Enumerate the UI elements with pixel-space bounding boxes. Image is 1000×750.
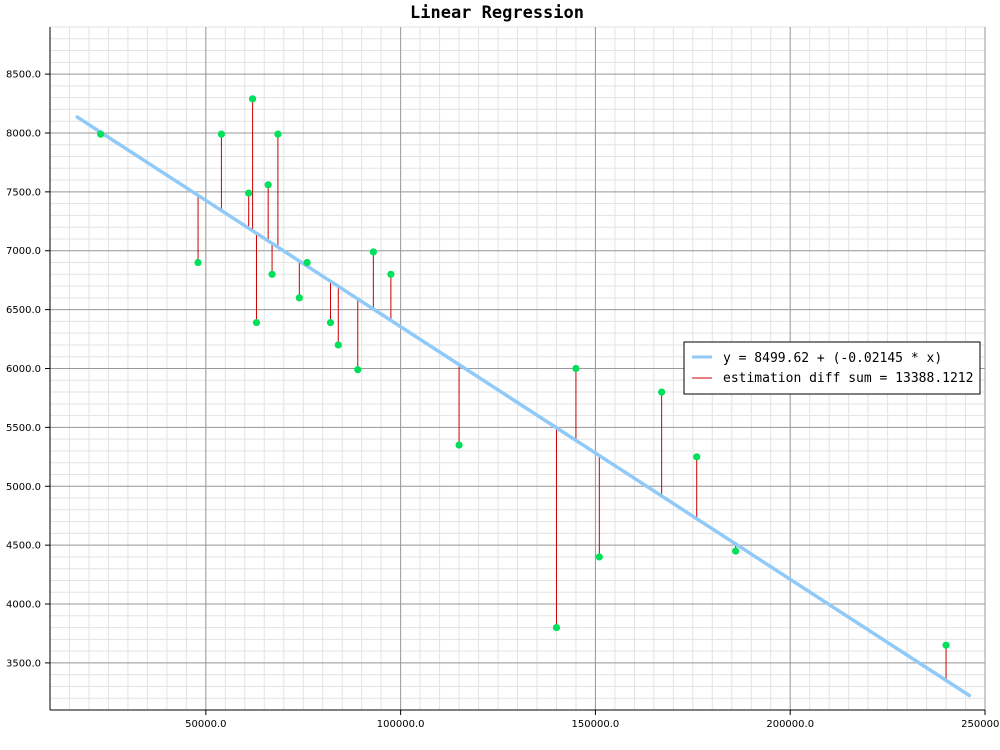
x-tick-label: 250000.0 [961, 719, 1000, 730]
data-point [248, 95, 257, 103]
y-tick-label: 3500.0 [6, 658, 41, 669]
data-point [252, 318, 261, 327]
x-tick-label: 150000.0 [572, 719, 620, 730]
residual-lines [100, 98, 947, 681]
regression-line-group [75, 115, 972, 698]
data-point [387, 270, 395, 278]
data-point [693, 453, 701, 461]
data-point [595, 553, 603, 561]
data-point [572, 364, 580, 373]
data-point [942, 641, 950, 649]
data-point [264, 181, 272, 189]
y-tick-label: 5000.0 [6, 482, 41, 493]
y-tick-label: 4000.0 [6, 600, 41, 611]
data-points [97, 95, 950, 649]
y-tick-label: 4500.0 [6, 541, 41, 552]
y-tick-label: 6500.0 [6, 305, 41, 316]
data-point [334, 341, 342, 349]
data-point [268, 270, 276, 278]
legend: y = 8499.62 + (-0.02145 * x) estimation … [683, 341, 981, 395]
data-point [455, 441, 463, 449]
chart-title: Linear Regression [410, 3, 584, 23]
data-point [552, 623, 561, 632]
data-point [369, 248, 377, 256]
data-point [303, 258, 311, 267]
data-point [274, 130, 282, 138]
y-tick-label: 7500.0 [6, 187, 41, 198]
y-tick-label: 8000.0 [6, 128, 41, 139]
data-point [97, 130, 105, 138]
major-grid [50, 27, 986, 710]
x-tick-label: 50000.0 [185, 719, 226, 730]
y-tick-label: 5500.0 [6, 423, 41, 434]
y-tick-label: 7000.0 [6, 246, 41, 257]
data-point [354, 366, 362, 374]
y-axis-ticks: 3500.0 4000.0 4500.0 5000.0 5500.0 6000.0 6500… [6, 70, 50, 669]
x-tick-label: 200000.0 [766, 719, 814, 730]
x-tick-label: 100000.0 [377, 719, 425, 730]
data-point [245, 189, 253, 197]
data-point [194, 258, 202, 267]
data-point [732, 547, 740, 555]
data-point [295, 294, 303, 302]
y-tick-label: 6000.0 [6, 364, 41, 375]
legend-entry-regression: y = 8499.62 + (-0.02145 * x) [723, 351, 942, 366]
x-axis-ticks: 50000.0 100000.0 150000.0 200000.0 250000.0 [185, 710, 1000, 730]
data-point [326, 318, 335, 327]
y-tick-label: 8500.0 [6, 70, 41, 81]
data-point [217, 130, 226, 138]
data-point [658, 388, 666, 396]
legend-box [683, 341, 981, 395]
regression-line [75, 115, 972, 698]
legend-entry-residual: estimation diff sum = 13388.1212 [723, 371, 973, 386]
